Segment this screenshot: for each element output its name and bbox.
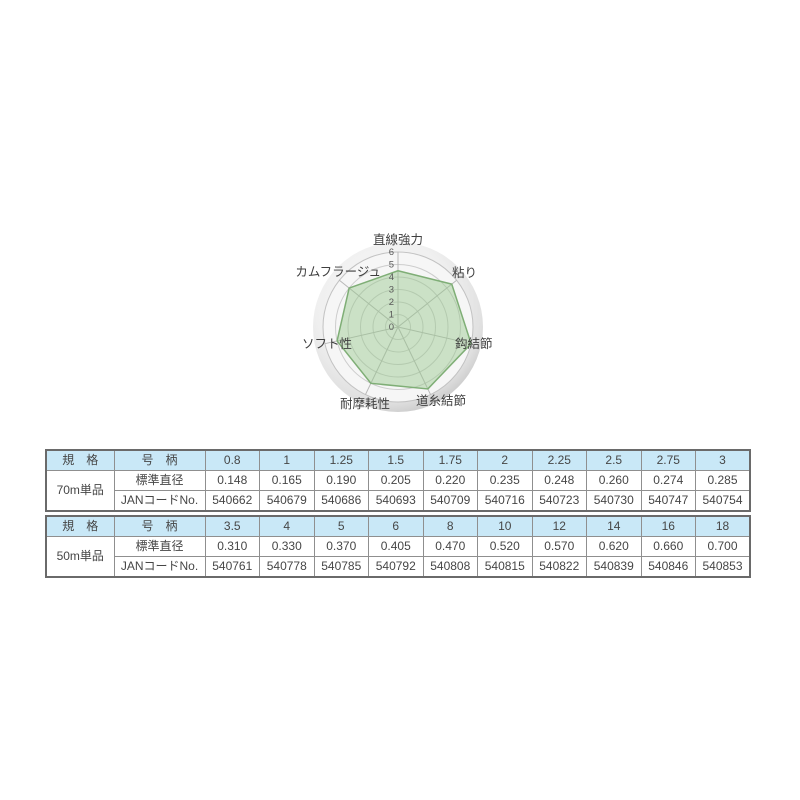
size-cell: 6 — [368, 515, 424, 537]
series-polygon — [336, 270, 472, 390]
diameter-cell: 0.248 — [531, 470, 587, 491]
radial-tick-label: 3 — [389, 285, 394, 296]
diameter-cell: 0.660 — [640, 536, 696, 557]
table-header-row: 規 格号 柄 3.5 4 5 6 8 10 12 14 16 18 — [45, 515, 751, 537]
axis-label: 直線強力 — [373, 232, 423, 247]
table-row: JANコードNo. 540662 540679 540686 540693 540709 5… — [46, 490, 751, 512]
spec-label-cell: 70m単品 — [45, 470, 115, 512]
size-cell: 2 — [477, 449, 533, 471]
diameter-cell: 0.165 — [259, 470, 315, 491]
diameter-cell: 0.520 — [477, 536, 533, 557]
radial-tick-label: 2 — [389, 297, 394, 308]
jan-code-cell: 540730 — [586, 490, 642, 512]
jan-code-cell: 540679 — [259, 490, 315, 512]
size-cell: 1 — [259, 449, 315, 471]
jan-code-cell: 540716 — [477, 490, 533, 512]
jan-code-cell: 540747 — [640, 490, 696, 512]
size-cell: 16 — [640, 515, 696, 537]
table-row: 50m単品 標準直径 0.310 0.330 0.370 0.405 0.470 0.520 0… — [45, 536, 751, 578]
spec-header-cell: 規 格 — [45, 515, 115, 537]
size-cell: 18 — [695, 515, 751, 537]
axis-spoke — [397, 326, 472, 345]
axis-label: 粘り — [452, 265, 477, 280]
jan-code-cell: 540785 — [313, 556, 369, 578]
axis-label: カムフラージュ — [295, 265, 381, 279]
axis-spoke — [397, 279, 457, 328]
jan-code-cell: 540754 — [695, 490, 751, 512]
jan-code-cell: 540686 — [313, 490, 369, 512]
table-row: 70m単品 標準直径 0.148 0.165 0.190 0.205 0.220 0.235 0… — [45, 470, 751, 512]
size-cell: 1.25 — [313, 449, 369, 471]
diameter-cell: 0.260 — [586, 470, 642, 491]
diameter-cell: 0.700 — [695, 536, 751, 557]
jan-code-cell: 540808 — [422, 556, 478, 578]
radial-tick-label: 6 — [389, 247, 394, 258]
row-label-cell: 標準直径 — [113, 470, 206, 491]
radial-tick-label: 4 — [389, 272, 394, 283]
size-cell: 2.75 — [640, 449, 696, 471]
spec-table-50m単品: 規 格号 柄 3.5 4 5 6 8 10 12 14 16 18 50m単品 標準直径 0.310 0.3… — [45, 515, 751, 578]
axis-label: 鈎結節 — [455, 336, 493, 351]
jan-code-cell: 540846 — [640, 556, 696, 578]
size-cell: 14 — [586, 515, 642, 537]
diameter-cell: 0.190 — [313, 470, 369, 491]
size-cell: 4 — [259, 515, 315, 537]
table-header-row: 規 格号 柄 0.8 1 1.25 1.5 1.75 2 2.25 2.5 2.75 3 — [45, 449, 751, 471]
jan-code-cell: 540778 — [259, 556, 315, 578]
radial-tick-label: 0 — [389, 322, 394, 333]
axis-label: ソフト性 — [302, 337, 352, 351]
diameter-cell: 0.370 — [313, 536, 369, 557]
size-header-cell: 号 柄 — [113, 515, 206, 537]
spec-tables: 規 格号 柄 0.8 1 1.25 1.5 1.75 2 2.25 2.5 2.75 3 70m単品標… — [45, 449, 755, 581]
jan-code-cell: 540792 — [368, 556, 424, 578]
diameter-cell: 0.470 — [422, 536, 478, 557]
size-cell: 5 — [313, 515, 369, 537]
row-label-cell: JANコードNo. — [113, 556, 206, 578]
radar-chart: 0 1 2 3 4 5 6 直線強力粘り鈎結節道糸結節 耐摩耗性 ソフト性 カムフラージュ — [260, 225, 540, 425]
spec-table-70m単品: 規 格号 柄 0.8 1 1.25 1.5 1.75 2 2.25 2.5 2.75 3 70m単品標… — [45, 449, 751, 512]
radial-tick-label: 5 — [389, 260, 394, 271]
diameter-cell: 0.570 — [531, 536, 587, 557]
size-cell: 0.8 — [204, 449, 260, 471]
spec-label-cell: 50m単品 — [45, 536, 115, 578]
jan-code-cell: 540761 — [204, 556, 260, 578]
size-cell: 3 — [695, 449, 751, 471]
diameter-cell: 0.405 — [368, 536, 424, 557]
diameter-cell: 0.274 — [640, 470, 696, 491]
jan-code-cell: 540693 — [368, 490, 424, 512]
jan-code-cell: 540853 — [695, 556, 751, 578]
size-cell: 1.75 — [422, 449, 478, 471]
axis-label: 道糸結節 — [416, 393, 466, 408]
radial-tick-label: 1 — [389, 310, 394, 321]
size-header-cell: 号 柄 — [113, 449, 206, 471]
diameter-cell: 0.220 — [422, 470, 478, 491]
jan-code-cell: 540662 — [204, 490, 260, 512]
row-label-cell: JANコードNo. — [113, 490, 206, 512]
diameter-cell: 0.148 — [204, 470, 260, 491]
axis-label: 耐摩耗性 — [340, 396, 390, 411]
jan-code-cell: 540723 — [531, 490, 587, 512]
diameter-cell: 0.310 — [204, 536, 260, 557]
row-label-cell: 標準直径 — [113, 536, 206, 557]
diameter-cell: 0.235 — [477, 470, 533, 491]
diameter-cell: 0.620 — [586, 536, 642, 557]
table-row: JANコードNo. 540761 540778 540785 540792 540808 5… — [46, 556, 751, 578]
size-cell: 8 — [422, 515, 478, 537]
jan-code-cell: 540839 — [586, 556, 642, 578]
size-cell: 2.25 — [531, 449, 587, 471]
jan-code-cell: 540822 — [531, 556, 587, 578]
jan-code-cell: 540709 — [422, 490, 478, 512]
size-cell: 12 — [531, 515, 587, 537]
diameter-cell: 0.285 — [695, 470, 751, 491]
jan-code-cell: 540815 — [477, 556, 533, 578]
diameter-cell: 0.330 — [259, 536, 315, 557]
size-cell: 1.5 — [368, 449, 424, 471]
size-cell: 3.5 — [204, 515, 260, 537]
diameter-cell: 0.205 — [368, 470, 424, 491]
spec-header-cell: 規 格 — [45, 449, 115, 471]
size-cell: 2.5 — [586, 449, 642, 471]
size-cell: 10 — [477, 515, 533, 537]
axis-spoke — [397, 326, 431, 395]
